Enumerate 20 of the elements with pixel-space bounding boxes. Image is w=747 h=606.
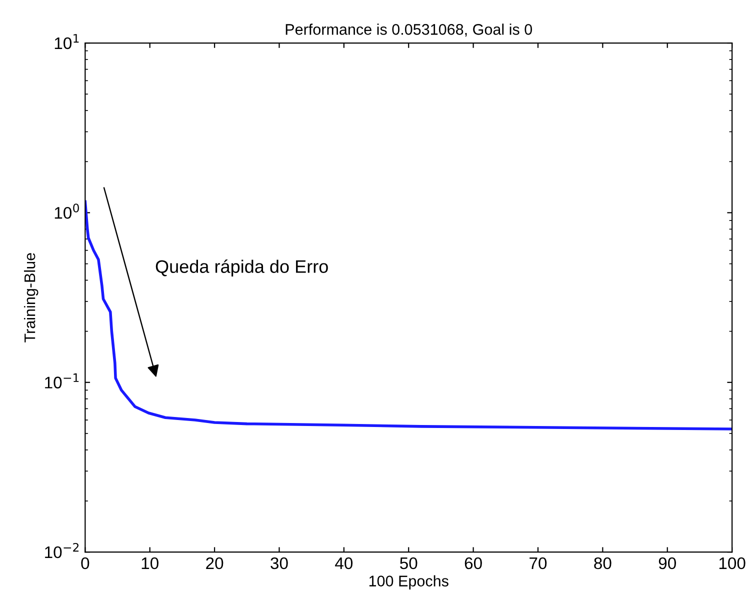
y-tick-label: 10$^{−1}$ (45, 373, 79, 388)
line-series (85, 200, 732, 430)
x-tick-label: 100 (719, 557, 746, 570)
x-tick-label: 20 (206, 557, 224, 570)
y-tick-label: 10$^{0}$ (54, 204, 79, 219)
x-tick-label: 0 (81, 557, 90, 570)
chart-title: Performance is 0.0531068, Goal is 0 (286, 24, 532, 37)
x-tick-label: 40 (335, 557, 353, 570)
x-tick-label: 70 (530, 557, 547, 570)
annotation: Queda rápida do Erro (156, 260, 328, 277)
y-axis-title: Training-Blue (24, 253, 38, 342)
x-tick-label: 50 (400, 557, 418, 570)
x-tick-label: 90 (658, 557, 676, 570)
x-tick-label: 30 (270, 557, 288, 570)
y-tick-label: 10$^{1}$ (54, 34, 79, 50)
x-tick-label: 60 (464, 557, 482, 570)
y-tick-label: 10$^{−2}$ (45, 542, 79, 558)
x-tick-label: 10 (142, 557, 158, 570)
x-tick-label: 80 (594, 557, 612, 570)
x-axis-title: 100 Epochs (369, 575, 448, 590)
